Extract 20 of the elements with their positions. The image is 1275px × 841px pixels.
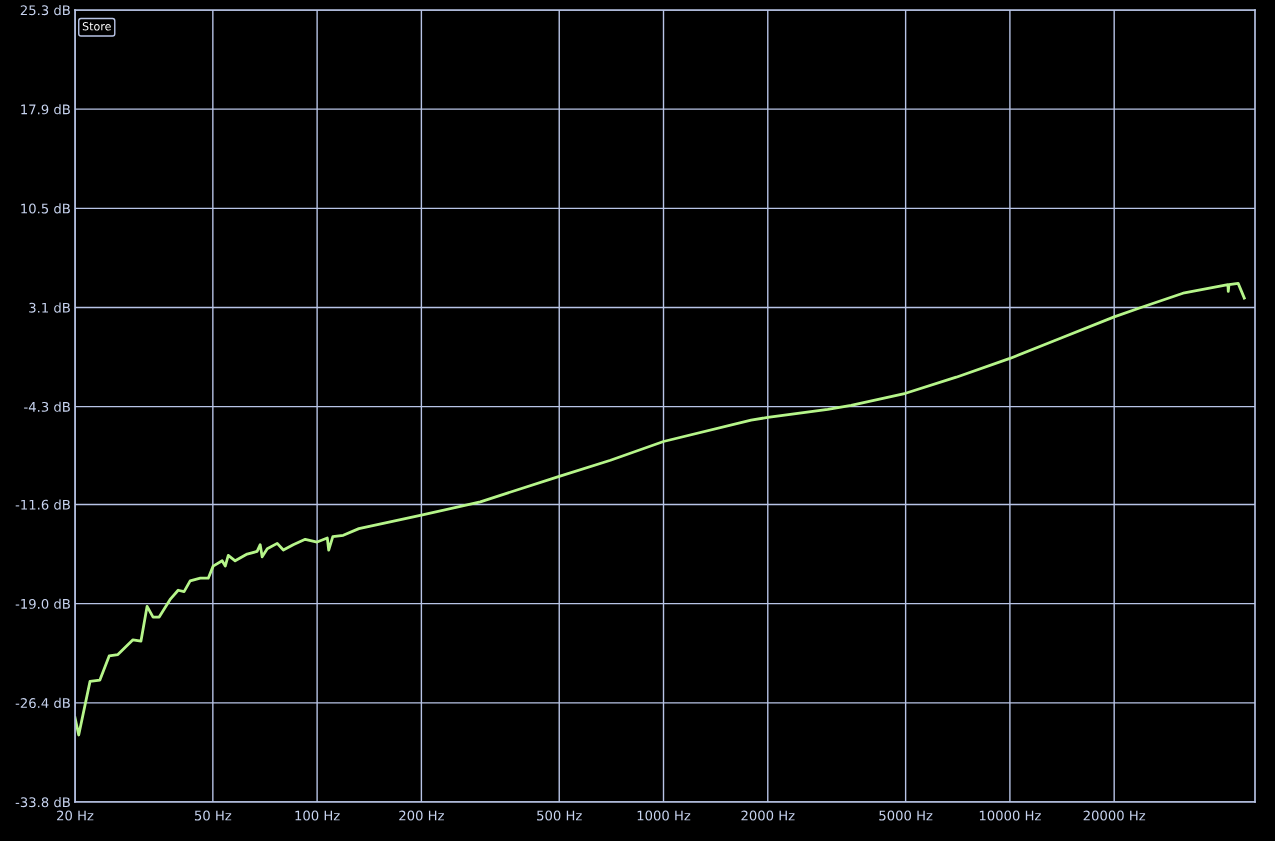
annotation: Store bbox=[82, 22, 111, 31]
y-tick-label: 3.1 dB bbox=[29, 302, 70, 313]
x-tick-label: 1000 Hz bbox=[637, 810, 691, 821]
x-tick-label: 100 Hz bbox=[295, 810, 340, 821]
x-tick-label: 10000 Hz bbox=[979, 810, 1041, 821]
x-tick-label: 2000 Hz bbox=[741, 810, 795, 821]
x-tick-label: 5000 Hz bbox=[879, 810, 933, 821]
x-tick-label: 200 Hz bbox=[399, 810, 444, 821]
x-tick-label: 50 Hz bbox=[194, 810, 232, 821]
x-tick-label: 20 Hz bbox=[57, 810, 94, 821]
x-tick-label: 500 Hz bbox=[537, 810, 582, 821]
y-tick-label: 25.3 dB bbox=[20, 4, 70, 16]
y-tick-label: -33.8 dB bbox=[15, 796, 70, 808]
y-tick-label: 10.5 dB bbox=[21, 203, 70, 214]
y-tick-label: -19.0 dB bbox=[15, 598, 70, 609]
y-tick-label: 17.9 dB bbox=[21, 104, 70, 115]
y-tick-label: -26.4 dB bbox=[15, 697, 70, 709]
y-tick-label: -4.3 dB bbox=[24, 401, 70, 412]
x-tick-label: 20000 Hz bbox=[1083, 810, 1146, 821]
y-tick-label: -11.6 dB bbox=[15, 499, 70, 510]
